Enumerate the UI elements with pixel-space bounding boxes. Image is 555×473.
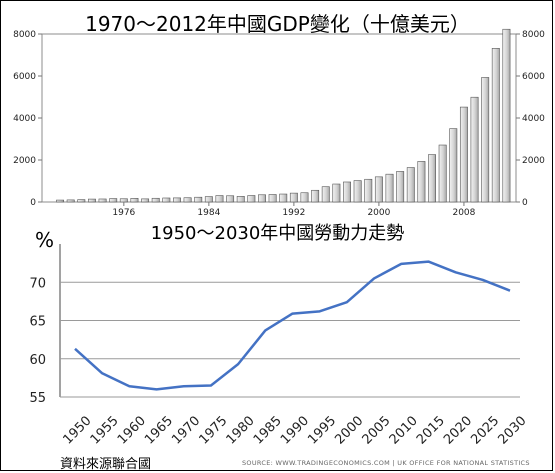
labor-x-tick-label: 2000 <box>332 414 366 448</box>
labor-x-tick-label: 1970 <box>169 414 203 448</box>
gdp-y-tick-label-left: 2000 <box>13 156 36 166</box>
labor-x-tick-label: 2030 <box>496 414 530 448</box>
gdp-bar <box>183 197 192 203</box>
gdp-bar <box>236 196 245 203</box>
gdp-bar <box>459 106 468 203</box>
labor-y-tick-label: 60 <box>29 353 46 368</box>
labor-chart-unit: % <box>35 228 55 252</box>
gdp-bar <box>66 199 75 203</box>
gdp-x-tick-label: 1984 <box>197 208 220 218</box>
gdp-bar <box>204 196 213 203</box>
gdp-bar <box>173 197 181 203</box>
gdp-x-tick-label: 1976 <box>112 208 135 218</box>
source-attribution: SOURCE: WWW.TRADINGECONOMICS.COM | UK OF… <box>242 459 530 467</box>
labor-x-tick-label: 2010 <box>387 414 421 448</box>
gdp-bar <box>374 176 383 203</box>
gdp-bar <box>449 128 458 203</box>
gdp-bar <box>268 194 277 203</box>
gdp-y-tick-label-left: 4000 <box>13 114 36 124</box>
gdp-y-tick-label-right: 4000 <box>522 114 545 124</box>
labor-x-tick-label: 2020 <box>441 414 475 448</box>
labor-x-tick-label: 2025 <box>468 414 502 448</box>
gdp-bar <box>417 161 426 203</box>
gdp-bar <box>162 197 171 203</box>
gdp-y-tick-label-left: 8000 <box>13 30 36 40</box>
gdp-bar <box>343 181 351 203</box>
gdp-bar <box>481 77 490 203</box>
gdp-bar <box>88 198 96 203</box>
labor-x-tick-label: 1980 <box>224 414 258 448</box>
labor-x-tick-label: 2005 <box>360 414 394 448</box>
labor-x-tick-label: 1975 <box>196 414 230 448</box>
labor-x-tick-label: 1960 <box>115 414 149 448</box>
labor-y-tick-label: 70 <box>29 276 46 291</box>
gdp-bar <box>353 180 362 203</box>
gdp-bar <box>321 186 330 203</box>
labor-x-tick-label: 1955 <box>88 414 122 448</box>
gdp-bar <box>289 192 298 203</box>
gdp-y-tick-label-left: 6000 <box>13 72 36 82</box>
gdp-bar <box>332 183 341 203</box>
gdp-bar <box>130 198 139 203</box>
gdp-bar <box>109 198 118 203</box>
gdp-bar <box>428 154 436 203</box>
gdp-y-tick-label-right: 2000 <box>522 156 545 166</box>
labor-y-tick-label: 65 <box>29 315 46 330</box>
labor-series-line <box>74 260 511 391</box>
gdp-bar <box>491 48 500 203</box>
gdp-y-tick-label-left: 0 <box>30 198 36 208</box>
gdp-bar <box>279 193 288 203</box>
labor-x-tick-label: 1990 <box>278 414 312 448</box>
gdp-x-tick-label: 2000 <box>367 208 390 218</box>
gdp-bar <box>406 167 415 203</box>
gdp-bar-chart: 0 0 2000 2000 4000 4000 6000 6000 8000 8000 1976 19… <box>13 28 545 218</box>
gdp-bar <box>119 198 128 203</box>
labor-x-tick-label: 1995 <box>305 414 339 448</box>
gdp-bar <box>258 194 266 203</box>
gdp-bar <box>141 198 150 203</box>
gdp-bar <box>364 178 373 203</box>
labor-chart-title: 1950～2030年中國勞動力走勢 <box>150 223 405 244</box>
gdp-bar <box>56 199 65 203</box>
gdp-bar <box>226 195 235 203</box>
gdp-bar <box>396 171 405 203</box>
labor-x-tick-label: 1985 <box>251 414 285 448</box>
gdp-bar <box>470 96 479 203</box>
gdp-bar <box>77 199 86 203</box>
labor-x-tick-label: 1965 <box>142 414 176 448</box>
gdp-x-tick-label: 2008 <box>452 208 475 218</box>
gdp-bar <box>194 196 203 203</box>
gdp-bar <box>98 198 107 203</box>
gdp-bar <box>215 195 224 203</box>
labor-y-tick-label: 55 <box>29 391 46 406</box>
gdp-y-tick-label-right: 8000 <box>522 30 545 40</box>
gdp-bar <box>385 173 394 203</box>
gdp-bar <box>151 197 160 203</box>
labor-x-tick-label: 2015 <box>414 414 448 448</box>
gdp-chart-title: 1970～2012年中國GDP變化（十億美元） <box>85 12 470 36</box>
gdp-plot-area <box>41 33 517 203</box>
gdp-x-tick-label: 1992 <box>282 208 305 218</box>
labor-x-tick-label: 1950 <box>61 414 95 448</box>
gdp-y-tick-label-right: 0 <box>522 198 528 208</box>
gdp-bar <box>300 192 309 203</box>
gdp-bar <box>502 28 511 203</box>
labor-line-chart: 55 60 65 70 19501955196019651970197519801985… <box>29 244 530 448</box>
gdp-bar <box>311 189 320 203</box>
gdp-bar <box>247 195 256 203</box>
gdp-y-tick-label-right: 6000 <box>522 72 545 82</box>
data-source-note: 資料來源聯合國 <box>60 457 152 472</box>
gdp-bar <box>438 144 447 203</box>
